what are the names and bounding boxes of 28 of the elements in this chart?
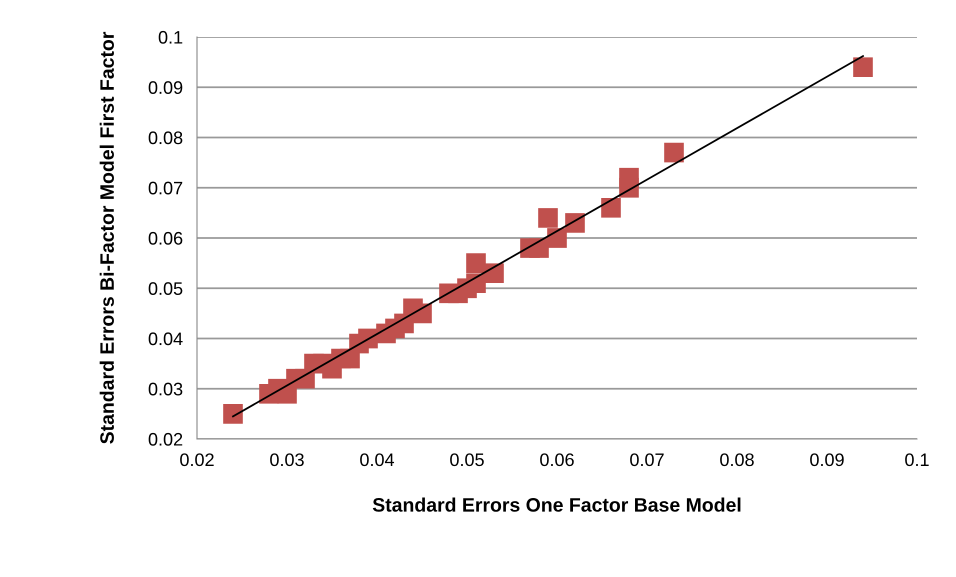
x-tick-label: 0.03 bbox=[270, 453, 304, 466]
y-tick-label: 0.03 bbox=[148, 382, 182, 396]
x-tick-label: 0.1 bbox=[905, 453, 929, 466]
x-tick-label: 0.05 bbox=[450, 453, 484, 466]
point bbox=[664, 142, 684, 162]
x-tick-label: 0.07 bbox=[630, 453, 664, 466]
y-tick-label: 0.04 bbox=[148, 332, 183, 346]
y-tick-label: 0.1 bbox=[158, 30, 182, 44]
y-tick-label: 0.05 bbox=[148, 282, 182, 295]
y-tick-label: 0.09 bbox=[148, 81, 182, 94]
x-tick-label: 0.06 bbox=[540, 453, 574, 466]
point bbox=[601, 198, 621, 218]
point bbox=[853, 57, 873, 77]
point bbox=[466, 253, 486, 273]
x-tick-label: 0.04 bbox=[360, 453, 394, 466]
point bbox=[484, 263, 504, 283]
y-tick-label: 0.02 bbox=[148, 432, 182, 446]
y-tick-label: 0.06 bbox=[148, 232, 182, 245]
x-tick-label: 0.02 bbox=[180, 453, 214, 466]
y-axis-title: Standard Errors Bi-Factor Model First Factor bbox=[100, 32, 114, 444]
y-tick-label: 0.07 bbox=[148, 182, 182, 194]
y-tick-label: 0.08 bbox=[148, 131, 182, 144]
point bbox=[412, 304, 432, 324]
point bbox=[223, 404, 243, 424]
x-tick-label: 0.08 bbox=[720, 453, 754, 466]
x-axis-title: Standard Errors One Factor Base Model bbox=[372, 498, 740, 512]
point bbox=[538, 208, 558, 228]
x-tick-label: 0.09 bbox=[810, 453, 844, 466]
